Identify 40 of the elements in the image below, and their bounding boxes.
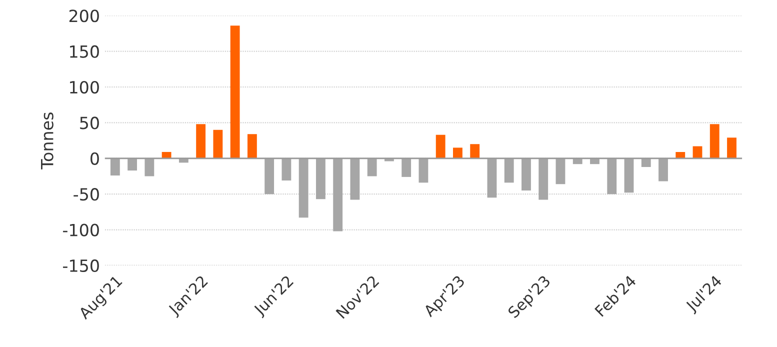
bar	[350, 158, 360, 200]
bar	[298, 158, 308, 218]
bar	[487, 158, 497, 198]
bar	[144, 158, 154, 176]
bar	[196, 124, 206, 158]
y-tick-label: 200	[69, 10, 99, 22]
bar	[641, 158, 651, 167]
bar	[282, 158, 292, 181]
bar	[692, 146, 702, 158]
y-tick-label: 0	[90, 152, 99, 165]
y-tick-label: -150	[63, 259, 99, 272]
bar	[658, 158, 668, 182]
y-axis-title: Tonnes	[41, 112, 54, 170]
bar	[264, 158, 274, 194]
bar	[453, 148, 462, 158]
bar	[607, 158, 617, 194]
bar	[316, 158, 326, 200]
bar	[504, 158, 514, 183]
y-tick-label: -100	[63, 224, 99, 236]
bar	[538, 158, 548, 200]
bar	[110, 158, 120, 176]
bar	[213, 130, 223, 158]
y-tick-label: -50	[74, 188, 99, 201]
bar	[436, 134, 446, 158]
bar	[367, 158, 377, 176]
bar	[230, 26, 240, 158]
y-tick-label: 50	[80, 116, 99, 130]
bar	[247, 134, 257, 158]
bar	[470, 144, 480, 158]
bar	[727, 138, 736, 158]
bar	[710, 124, 720, 158]
bar	[418, 158, 428, 183]
bar	[522, 158, 531, 191]
bar	[402, 158, 412, 177]
y-tick-label: 100	[70, 80, 99, 94]
bar	[128, 158, 138, 171]
bar	[624, 158, 634, 193]
bar	[333, 158, 343, 232]
y-tick-label: 150	[70, 45, 99, 58]
bar	[556, 158, 566, 184]
